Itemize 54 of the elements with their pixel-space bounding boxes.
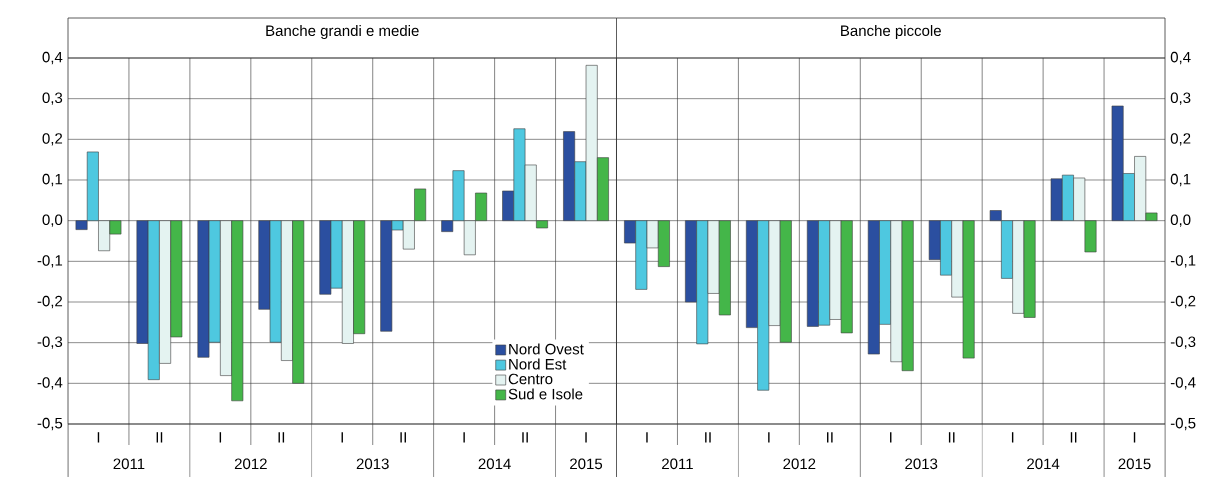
y-tick-label: -0,3 bbox=[1170, 336, 1196, 349]
y-tick-label: 0,1 bbox=[42, 173, 63, 187]
y-tick-label: -0,4 bbox=[1170, 377, 1196, 390]
x-tick-label: I bbox=[1011, 432, 1014, 443]
y-tick-label: 0,0 bbox=[1170, 214, 1191, 227]
x-tick-label: I bbox=[646, 432, 648, 443]
x-tick-label: I bbox=[97, 432, 100, 443]
text: 2013 bbox=[356, 458, 389, 470]
text: 2012 bbox=[783, 458, 816, 470]
x-tick-label: II bbox=[278, 432, 285, 443]
legend-label: Centro bbox=[508, 373, 553, 385]
y-tick-label: 0,3 bbox=[42, 92, 63, 105]
text: 2015 bbox=[570, 458, 603, 470]
text: 2015 bbox=[1118, 458, 1151, 470]
y-tick-label: 0,4 bbox=[1170, 51, 1191, 65]
text: 2012 bbox=[234, 458, 267, 470]
legend-label: Sud e Isole bbox=[508, 388, 583, 400]
x-tick-label: II bbox=[1070, 432, 1077, 443]
chart-title: Banche piccole bbox=[841, 25, 941, 39]
text: 2014 bbox=[1027, 458, 1060, 470]
chart-title: Banche grandi e medie bbox=[266, 25, 419, 39]
y-tick-label: -0,5 bbox=[37, 417, 63, 431]
y-tick-label: -0,2 bbox=[1170, 295, 1196, 309]
legend-label: Nord Ovest bbox=[509, 343, 584, 355]
x-tick-label: I bbox=[768, 432, 770, 443]
y-tick-label: -0,5 bbox=[1170, 417, 1196, 431]
x-tick-label: I bbox=[585, 432, 587, 443]
y-tick-label: 0,3 bbox=[1170, 92, 1191, 105]
y-tick-label: -0,1 bbox=[37, 255, 63, 268]
y-tick-label: 0,1 bbox=[1170, 173, 1191, 187]
y-tick-label: 0,2 bbox=[1170, 133, 1191, 146]
x-tick-label: II bbox=[522, 432, 528, 443]
x-tick-label: II bbox=[400, 432, 406, 443]
legend-label: Nord Est bbox=[509, 358, 567, 370]
x-tick-label: I bbox=[1133, 432, 1136, 443]
y-tick-label: 0,2 bbox=[42, 133, 63, 146]
y-tick-label: -0,3 bbox=[37, 336, 63, 349]
x-tick-label: I bbox=[463, 432, 465, 443]
x-tick-label: II bbox=[705, 432, 711, 443]
y-tick-label: 0,0 bbox=[42, 214, 63, 227]
text: 2014 bbox=[478, 458, 511, 470]
y-tick-label: 0,4 bbox=[42, 51, 63, 65]
y-tick-label: -0,1 bbox=[1170, 255, 1196, 268]
y-tick-label: -0,2 bbox=[37, 295, 63, 309]
x-tick-label: II bbox=[827, 432, 833, 443]
x-tick-label: II bbox=[156, 432, 163, 443]
text: 2013 bbox=[905, 458, 938, 470]
x-tick-label: I bbox=[341, 432, 343, 443]
text: 2011 bbox=[113, 458, 145, 470]
x-tick-label: II bbox=[948, 432, 955, 443]
y-tick-label: -0,4 bbox=[37, 377, 63, 390]
x-tick-label: I bbox=[219, 432, 222, 443]
x-tick-label: I bbox=[890, 432, 892, 443]
text: 2011 bbox=[662, 458, 693, 470]
